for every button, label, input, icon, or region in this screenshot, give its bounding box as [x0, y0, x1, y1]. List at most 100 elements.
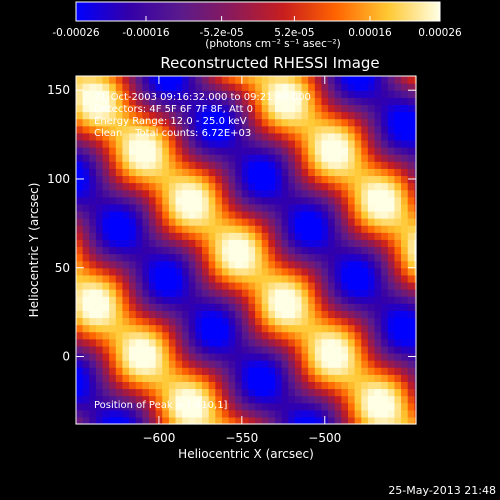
heatmap-cell — [374, 182, 382, 191]
heatmap-cell — [155, 352, 163, 361]
heatmap-cell — [361, 196, 369, 205]
heatmap-cell — [288, 381, 296, 390]
heatmap-cell — [414, 225, 417, 233]
heatmap-cell — [281, 147, 289, 155]
heatmap-cell — [148, 76, 157, 84]
heatmap-cell — [175, 154, 183, 162]
heatmap-cell — [294, 168, 303, 177]
heatmap-cell — [328, 402, 336, 411]
heatmap-cell — [148, 324, 157, 333]
heatmap-cell — [155, 374, 163, 382]
heatmap-cell — [221, 118, 230, 127]
heatmap-cell — [394, 381, 402, 390]
heatmap-cell — [241, 111, 250, 120]
heatmap-cell — [414, 416, 417, 425]
heatmap-cell — [334, 232, 342, 240]
heatmap-cell — [89, 218, 97, 226]
heatmap-cell — [268, 203, 276, 212]
heatmap-cell — [288, 296, 296, 304]
heatmap-cell — [414, 260, 417, 269]
heatmap-cell — [328, 260, 336, 269]
heatmap-cell — [387, 83, 396, 91]
heatmap-cell — [76, 239, 84, 248]
heatmap-cell — [348, 139, 356, 148]
heatmap-cell — [195, 189, 203, 198]
heatmap-cell — [301, 345, 309, 354]
heatmap-cell — [135, 416, 143, 425]
heatmap-cell — [374, 210, 382, 219]
heatmap-cell — [308, 416, 316, 425]
heatmap-cell — [102, 352, 110, 361]
heatmap-cell — [76, 182, 84, 191]
heatmap-cell — [188, 225, 197, 233]
heatmap-cell — [89, 132, 97, 141]
heatmap-cell — [142, 168, 150, 177]
heatmap-cell — [148, 360, 157, 368]
heatmap-cell — [248, 218, 256, 226]
heatmap-cell — [407, 253, 415, 262]
heatmap-cell — [294, 296, 303, 304]
heatmap-cell — [414, 367, 417, 375]
heatmap-cell — [288, 338, 296, 347]
heatmap-cell — [314, 260, 323, 269]
heatmap-cell — [281, 303, 289, 311]
heatmap-cell — [182, 281, 190, 290]
heatmap-cell — [367, 161, 376, 169]
heatmap-cell — [162, 381, 170, 390]
heatmap-cell — [414, 310, 417, 319]
heatmap-cell — [188, 76, 197, 84]
heatmap-cell — [387, 331, 396, 340]
heatmap-cell — [354, 147, 362, 155]
heatmap-cell — [268, 161, 276, 169]
heatmap-cell — [248, 239, 256, 248]
heatmap-cell — [135, 175, 143, 184]
heatmap-cell — [321, 125, 329, 134]
heatmap-cell — [328, 331, 336, 340]
heatmap-cell — [308, 218, 316, 226]
heatmap-cell — [248, 367, 256, 375]
heatmap-cell — [334, 324, 342, 333]
heatmap-cell — [195, 232, 203, 240]
heatmap-cell — [162, 97, 170, 106]
heatmap-cell — [115, 253, 124, 262]
heatmap-cell — [328, 324, 336, 333]
heatmap-cell — [275, 352, 283, 361]
heatmap-cell — [334, 331, 342, 340]
heatmap-cell — [129, 239, 137, 248]
heatmap-cell — [129, 317, 137, 326]
heatmap-cell — [142, 381, 150, 390]
heatmap-cell — [162, 395, 170, 404]
heatmap-cell — [348, 76, 356, 84]
heatmap-cell — [328, 246, 336, 255]
heatmap-cell — [95, 324, 104, 333]
heatmap-cell — [195, 118, 203, 127]
heatmap-cell — [314, 232, 323, 240]
heatmap-cell — [195, 139, 203, 148]
heatmap-cell — [321, 118, 329, 127]
heatmap-cell — [162, 182, 170, 191]
heatmap-cell — [168, 189, 177, 198]
heatmap-cell — [162, 189, 170, 198]
heatmap-cell — [202, 367, 210, 375]
heatmap-cell — [407, 189, 415, 198]
heatmap-cell — [142, 317, 150, 326]
heatmap-cell — [401, 296, 409, 304]
heatmap-cell — [407, 125, 415, 134]
heatmap-cell — [202, 161, 210, 169]
heatmap-cell — [122, 331, 130, 340]
heatmap-cell — [82, 296, 90, 304]
heatmap-cell — [129, 132, 137, 141]
heatmap-cell — [221, 317, 230, 326]
heatmap-cell — [109, 331, 117, 340]
heatmap-cell — [281, 154, 289, 162]
heatmap-cell — [381, 345, 389, 354]
heatmap-cell — [122, 218, 130, 226]
heatmap-cell — [202, 296, 210, 304]
heatmap-cell — [122, 374, 130, 382]
heatmap-cell — [115, 218, 124, 226]
heatmap-cell — [401, 388, 409, 397]
heatmap-cell — [148, 104, 157, 113]
heatmap-cell — [414, 132, 417, 141]
heatmap-cell — [248, 246, 256, 255]
heatmap-cell — [168, 345, 177, 354]
